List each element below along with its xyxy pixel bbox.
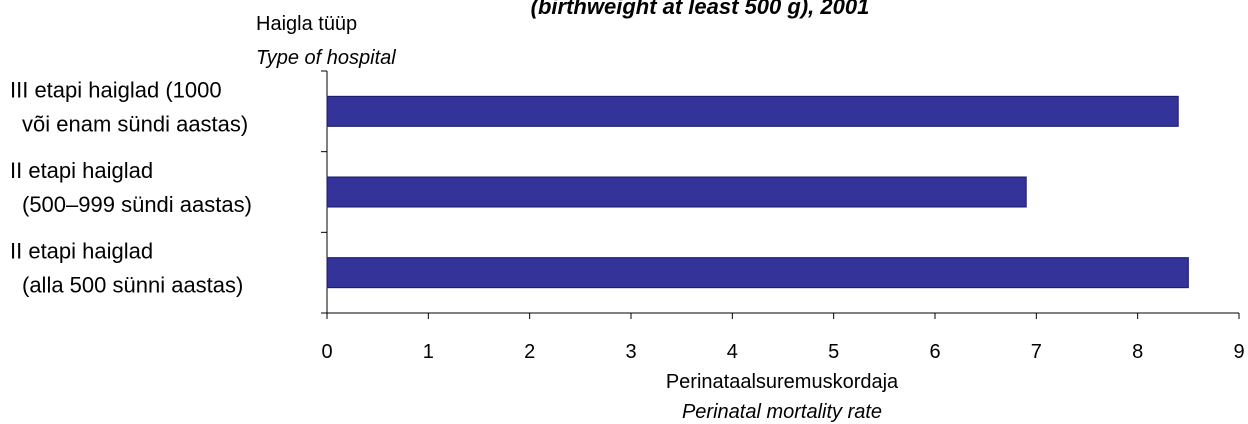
y-tick-label: II etapi haiglad (alla 500 sünni aastas) [10,239,243,298]
y-tick-label-line: II etapi haiglad [10,158,153,183]
x-tick-label: 7 [1031,341,1042,363]
x-tick-label: 2 [524,341,535,363]
y-tick-label-line: III etapi haiglad (1000 [10,77,222,102]
x-axis-label: Perinataalsuremuskordaja [666,371,899,393]
y-tick-label-line: või enam sündi aastas) [22,111,248,136]
y-tick-label-line: (alla 500 sünni aastas) [22,273,243,298]
y-tick-label: II etapi haiglad (500–999 sündi aastas) [10,158,252,217]
y-tick-label-line: II etapi haiglad [10,239,153,264]
x-tick-label: 0 [321,341,332,363]
bar [326,176,1027,208]
bar [326,257,1189,289]
y-axis-label-en: Type of hospital [256,47,396,69]
x-tick-label: 9 [1233,341,1244,363]
x-tick-label: 4 [727,341,738,363]
y-tick-label-line: (500–999 sündi aastas) [22,192,252,217]
x-tick-label: 1 [423,341,434,363]
x-tick-label: 8 [1132,341,1143,363]
y-tick-label: III etapi haiglad (1000 või enam sündi aa… [10,77,248,136]
bar [326,95,1179,127]
x-tick-label: 3 [625,341,636,363]
x-axis-label-en: Perinatal mortality rate [682,401,882,423]
x-tick-label: 6 [929,341,940,363]
y-axis-label: Haigla tüüp [256,13,357,35]
x-tick-label: 5 [828,341,839,363]
chart-title: (birthweight at least 500 g), 2001 [531,0,870,19]
